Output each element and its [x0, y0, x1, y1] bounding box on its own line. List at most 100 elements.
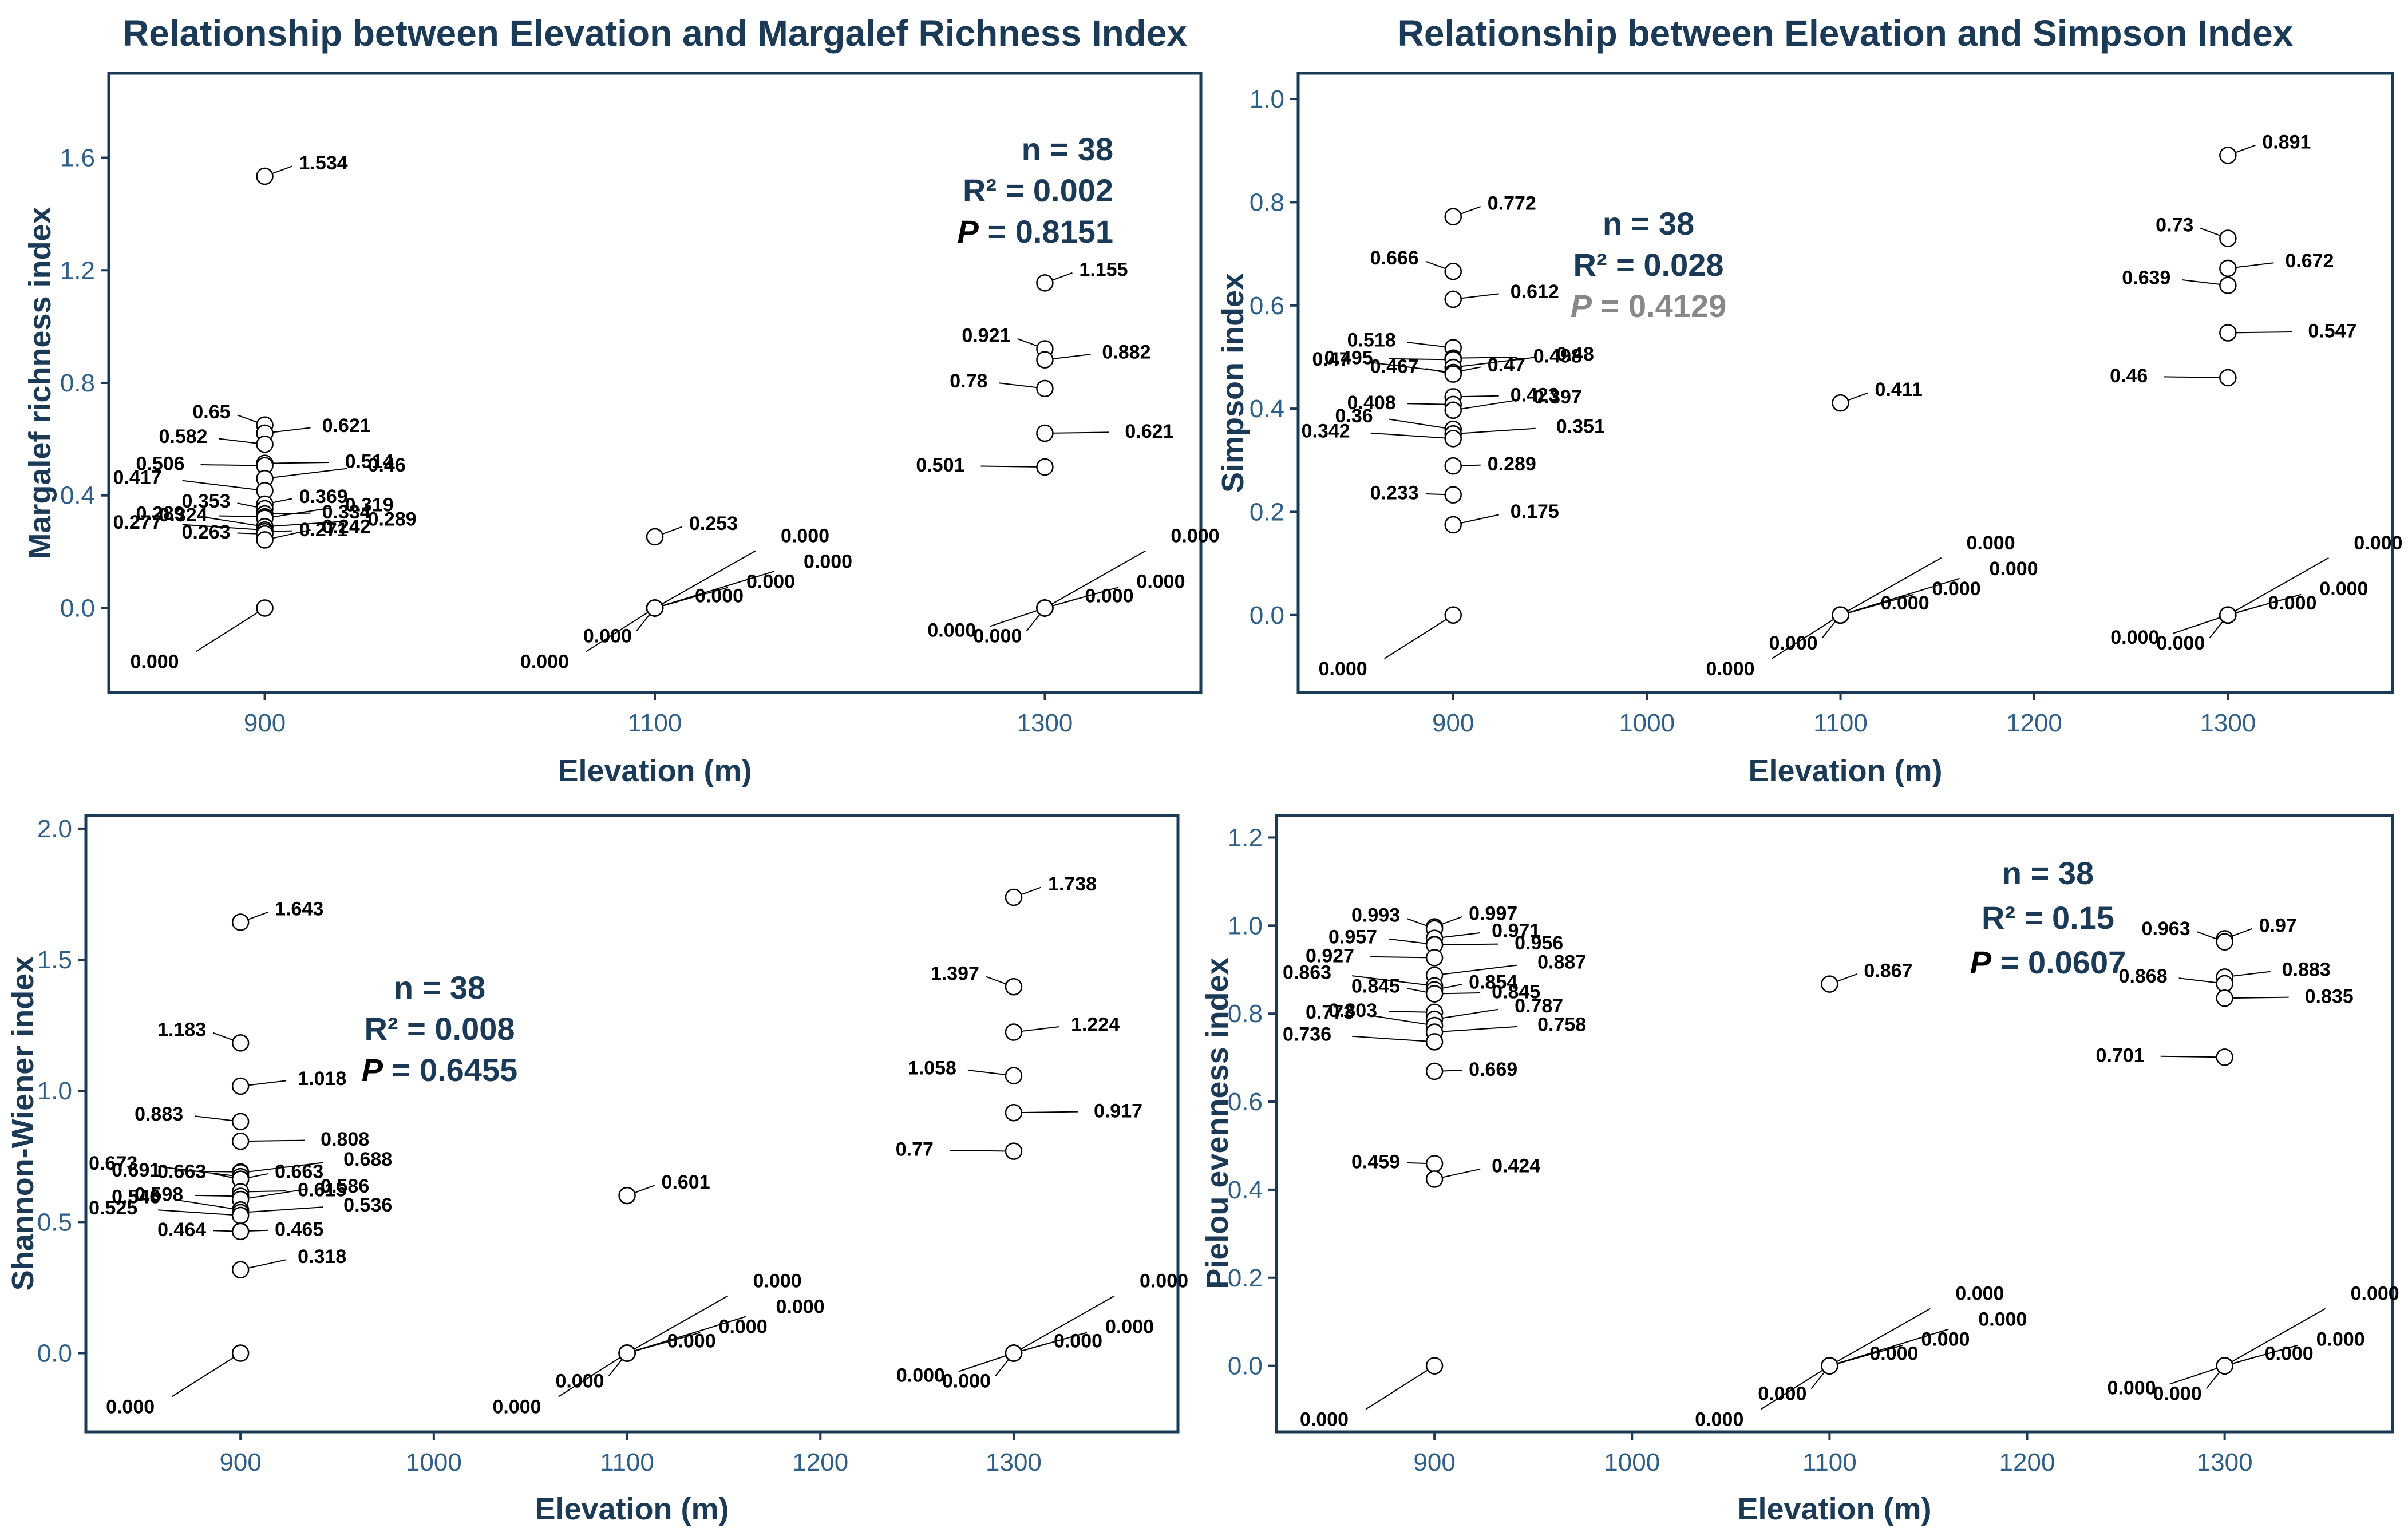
data-label: 0.000 [2110, 627, 2159, 648]
data-label: 0.845 [1492, 981, 1540, 1003]
label-leader-line [240, 1206, 323, 1213]
data-point [2219, 606, 2237, 624]
data-point [1005, 888, 1023, 906]
label-leader-line [1045, 587, 1118, 609]
data-point [618, 1344, 636, 1362]
data-label: 0.000 [1921, 1329, 1970, 1351]
data-label: 0.289 [1488, 453, 1536, 475]
data-label: 1.018 [298, 1068, 346, 1090]
data-point [1036, 274, 1054, 292]
data-label: 0.000 [1758, 1383, 1806, 1405]
label-leader-line [2173, 614, 2228, 634]
data-label: 0.46 [2110, 365, 2148, 387]
data-label: 0.917 [1094, 1100, 1142, 1122]
data-label: 0.773 [1306, 1001, 1354, 1023]
data-point [2219, 369, 2237, 387]
label-leader-line [264, 520, 347, 528]
data-label: 0.586 [321, 1175, 369, 1197]
data-point [1425, 1033, 1444, 1051]
x-tick-label: 1100 [600, 1448, 654, 1476]
x-axis-title: Elevation (m) [535, 1492, 729, 1526]
data-label: 0.000 [1932, 578, 1981, 600]
data-label: 0.77 [896, 1139, 934, 1161]
data-label: 0.000 [1695, 1409, 1743, 1431]
label-leader-line [264, 507, 329, 519]
data-point [1444, 457, 1462, 475]
y-tick-label: 0.4 [1228, 1176, 1263, 1204]
data-label: 0.582 [159, 426, 207, 448]
label-leader-line [1352, 1035, 1435, 1043]
data-label: 0.663 [157, 1161, 206, 1183]
data-point [2219, 147, 2237, 164]
data-label: 0.506 [136, 453, 184, 475]
data-point [1005, 1067, 1023, 1084]
data-label: 0.787 [1515, 995, 1563, 1017]
label-leader-line [2224, 1308, 2326, 1367]
data-label: 0.666 [1370, 247, 1419, 269]
data-label: 0.78 [950, 370, 987, 392]
label-leader-line [2224, 1344, 2298, 1367]
data-point [2216, 1357, 2233, 1375]
data-label: 0.957 [1328, 926, 1377, 948]
label-leader-line [240, 1139, 305, 1142]
data-label: 0.000 [1967, 532, 2015, 554]
label-leader-line [1370, 956, 1435, 959]
data-label: 0.408 [1347, 392, 1396, 414]
label-leader-line [171, 1352, 241, 1398]
data-label: 0.000 [520, 651, 569, 672]
y-tick-label: 1.0 [1250, 85, 1284, 113]
y-tick-label: 1.0 [37, 1077, 72, 1105]
label-leader-line [990, 607, 1045, 627]
data-label: 0.000 [1085, 585, 1133, 607]
label-leader-line [158, 1166, 241, 1178]
label-leader-line [1389, 418, 1453, 430]
data-point [256, 167, 274, 185]
x-tick-label: 900 [219, 1448, 261, 1476]
data-label: 0.277 [113, 512, 161, 533]
data-label: 0.417 [113, 466, 161, 488]
data-point [256, 599, 274, 617]
y-tick-label: 0.4 [60, 482, 95, 510]
data-label: 0.000 [492, 1396, 541, 1418]
label-leader-line [1384, 614, 1454, 659]
data-label: 0.000 [973, 625, 1022, 647]
data-label: 0.736 [1283, 1023, 1331, 1045]
data-label: 0.868 [2119, 965, 2168, 987]
data-point [1444, 208, 1462, 225]
data-point [231, 1113, 250, 1131]
label-leader-line [2160, 1055, 2225, 1058]
y-tick-label: 1.2 [60, 256, 95, 284]
label-leader-line [586, 607, 655, 652]
label-leader-line [158, 1209, 241, 1216]
label-leader-line [176, 1170, 241, 1173]
label-leader-line [200, 516, 265, 528]
data-label: 0.253 [689, 513, 738, 535]
label-leader-line [240, 1162, 323, 1174]
data-label: 0.547 [2308, 320, 2356, 342]
data-label: 0.000 [2153, 1383, 2202, 1405]
stat-n: n = 38 [2002, 855, 2094, 891]
data-label: 0.000 [2319, 578, 2368, 600]
data-label: 0.000 [1319, 658, 1367, 680]
data-point [1444, 262, 1462, 280]
label-leader-line [2227, 557, 2329, 616]
data-label: 0.669 [1469, 1059, 1517, 1080]
data-label: 0.546 [112, 1186, 160, 1208]
data-label: 0.000 [719, 1316, 768, 1338]
data-point [231, 1034, 250, 1052]
data-label: 0.000 [130, 651, 179, 672]
x-tick-label: 1300 [986, 1448, 1042, 1476]
data-point [1425, 1062, 1444, 1080]
label-leader-line [2169, 1365, 2225, 1385]
stat-r2: R² = 0.008 [364, 1011, 515, 1047]
label-leader-line [1840, 577, 1960, 616]
label-leader-line [1365, 1365, 1435, 1410]
label-leader-line [1434, 943, 1499, 946]
y-tick-label: 0.4 [1250, 395, 1284, 423]
label-leader-line [1434, 964, 1517, 976]
data-label: 0.324 [159, 504, 207, 526]
data-label: 0.956 [1515, 932, 1563, 954]
stat-p: P = 0.0607 [1970, 944, 2126, 980]
data-label: 0.46 [368, 454, 406, 476]
data-point [2216, 933, 2233, 951]
